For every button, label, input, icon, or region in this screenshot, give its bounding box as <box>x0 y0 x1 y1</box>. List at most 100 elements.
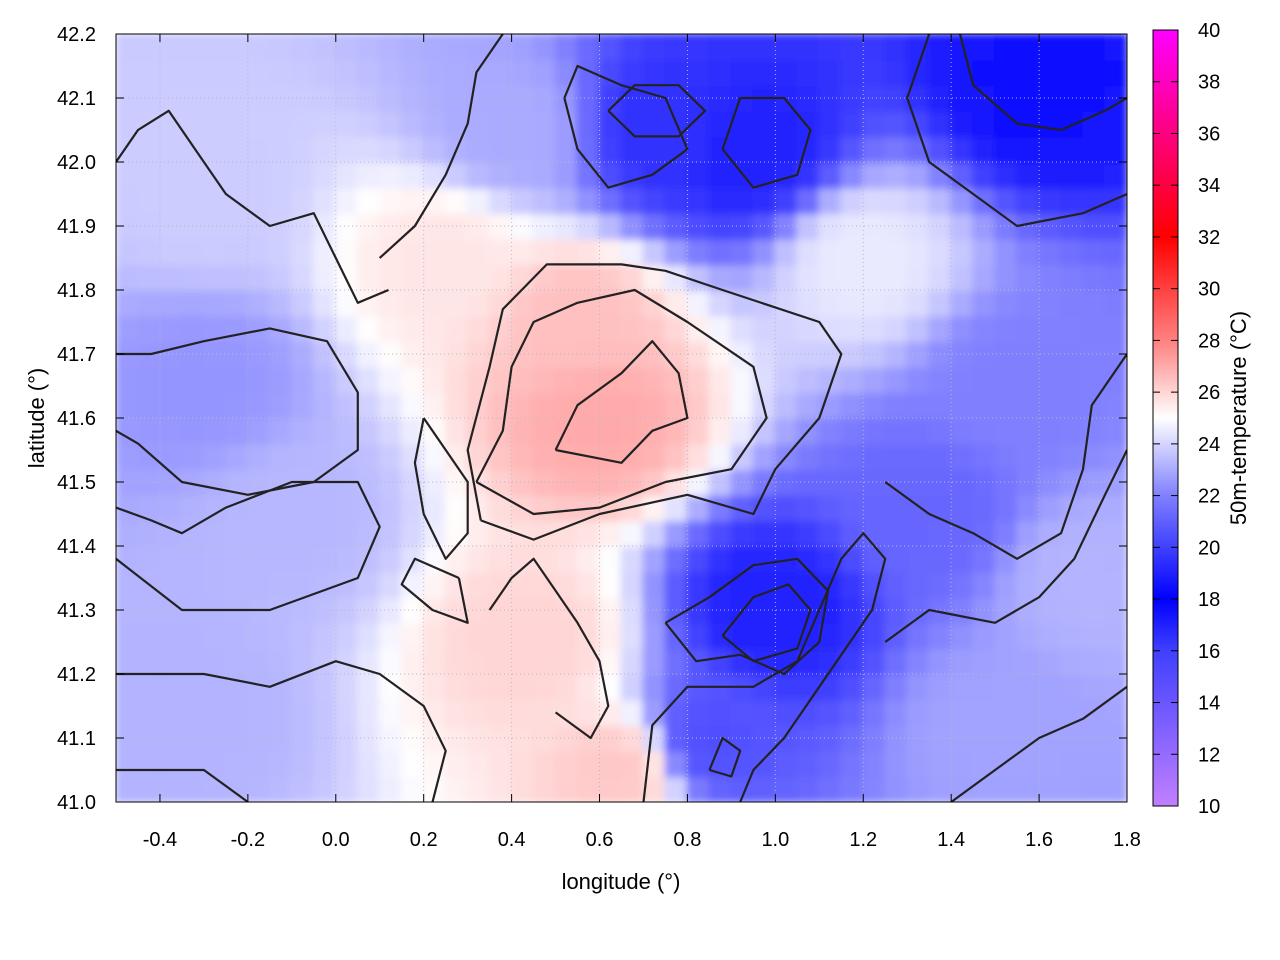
heatmap-cell <box>466 698 491 727</box>
heatmap-cell <box>224 417 249 445</box>
heatmap-cell <box>928 109 953 138</box>
heatmap-cell <box>158 186 183 215</box>
heatmap-cell <box>488 621 513 650</box>
heatmap-cell <box>116 109 139 138</box>
heatmap-cell <box>312 442 337 471</box>
heatmap-cell <box>246 775 271 802</box>
heatmap-cell <box>906 186 931 215</box>
heatmap-cell <box>862 237 887 266</box>
heatmap-cell <box>202 340 227 368</box>
heatmap-cell <box>906 263 931 291</box>
heatmap-cell <box>950 289 975 317</box>
heatmap-cell <box>422 212 447 240</box>
heatmap-cell <box>950 135 975 163</box>
heatmap-cell <box>180 58 205 87</box>
heatmap-cell <box>576 621 601 650</box>
heatmap-cell <box>378 314 403 343</box>
heatmap-cell <box>202 58 227 87</box>
heatmap-cell <box>1104 289 1127 317</box>
heatmap-cell <box>422 621 447 650</box>
heatmap-cell <box>180 647 205 675</box>
heatmap-cell <box>664 161 689 189</box>
heatmap-cell <box>620 365 645 394</box>
heatmap-cell <box>334 34 359 61</box>
heatmap-cell <box>356 775 381 802</box>
heatmap-cell <box>290 775 315 802</box>
heatmap-cell <box>466 263 491 291</box>
heatmap-cell <box>730 749 755 778</box>
heatmap-cell <box>1038 442 1063 471</box>
heatmap-cell <box>840 570 865 599</box>
heatmap-cell <box>620 775 645 802</box>
heatmap-cell <box>884 749 909 778</box>
heatmap-cell <box>620 570 645 599</box>
heatmap-cell <box>994 58 1019 87</box>
heatmap-cell <box>884 237 909 266</box>
heatmap-cell <box>950 698 975 727</box>
heatmap-cell <box>268 417 293 445</box>
heatmap-cell <box>312 263 337 291</box>
heatmap-cell <box>1038 58 1063 87</box>
heatmap-cell <box>1082 109 1107 138</box>
heatmap-cell <box>246 570 271 599</box>
heatmap-cell <box>554 698 579 727</box>
heatmap-cell <box>554 365 579 394</box>
heatmap-cell <box>840 417 865 445</box>
heatmap-cell <box>906 698 931 727</box>
heatmap-cell <box>1082 84 1107 112</box>
heatmap-cell <box>1016 519 1041 547</box>
heatmap-cell <box>1016 391 1041 419</box>
heatmap-cell <box>378 289 403 317</box>
heatmap-cell <box>730 340 755 368</box>
heatmap-cell <box>532 391 557 419</box>
heatmap-cell <box>598 263 623 291</box>
heatmap-cell <box>444 698 469 727</box>
heatmap-cell <box>224 749 249 778</box>
heatmap-cell <box>202 545 227 573</box>
heatmap-cell <box>972 621 997 650</box>
heatmap-cell <box>202 519 227 547</box>
heatmap-cell <box>642 212 667 240</box>
heatmap-cell <box>598 109 623 138</box>
heatmap-cell <box>818 468 843 496</box>
heatmap-cell <box>642 775 667 802</box>
heatmap-cell <box>972 135 997 163</box>
heatmap-cell <box>202 417 227 445</box>
heatmap-cell <box>334 340 359 368</box>
heatmap-cell <box>972 237 997 266</box>
colorbar-tick-label: 20 <box>1198 537 1220 559</box>
colorbar-tick-label: 12 <box>1198 744 1220 766</box>
heatmap-cell <box>224 289 249 317</box>
heatmap-cell <box>950 442 975 471</box>
heatmap-cell <box>598 673 623 701</box>
heatmap-cell <box>334 493 359 522</box>
heatmap-cell <box>950 775 975 802</box>
heatmap-cell <box>532 775 557 802</box>
heatmap-cell <box>686 468 711 496</box>
heatmap-cell <box>158 647 183 675</box>
heatmap-cell <box>1038 468 1063 496</box>
heatmap-cell <box>730 289 755 317</box>
heatmap-cell <box>686 161 711 189</box>
heatmap-cell <box>1104 724 1127 752</box>
heatmap-cell <box>334 647 359 675</box>
heatmap-cell <box>488 570 513 599</box>
colorbar-tick-label: 28 <box>1198 330 1220 352</box>
heatmap-cell <box>400 493 425 522</box>
heatmap-cell <box>620 186 645 215</box>
heatmap-cell <box>246 749 271 778</box>
heatmap-cell <box>116 161 139 189</box>
heatmap-cell <box>994 442 1019 471</box>
heatmap-cell <box>312 493 337 522</box>
heatmap-cell <box>116 775 139 802</box>
heatmap-cell <box>532 34 557 61</box>
heatmap-cell <box>224 621 249 650</box>
heatmap-cell <box>532 237 557 266</box>
heatmap-cell <box>906 775 931 802</box>
heatmap-cell <box>796 442 821 471</box>
heatmap-cell <box>730 365 755 394</box>
heatmap-cell <box>664 314 689 343</box>
heatmap-cell <box>884 34 909 61</box>
heatmap-cell <box>862 263 887 291</box>
heatmap-cell <box>422 186 447 215</box>
